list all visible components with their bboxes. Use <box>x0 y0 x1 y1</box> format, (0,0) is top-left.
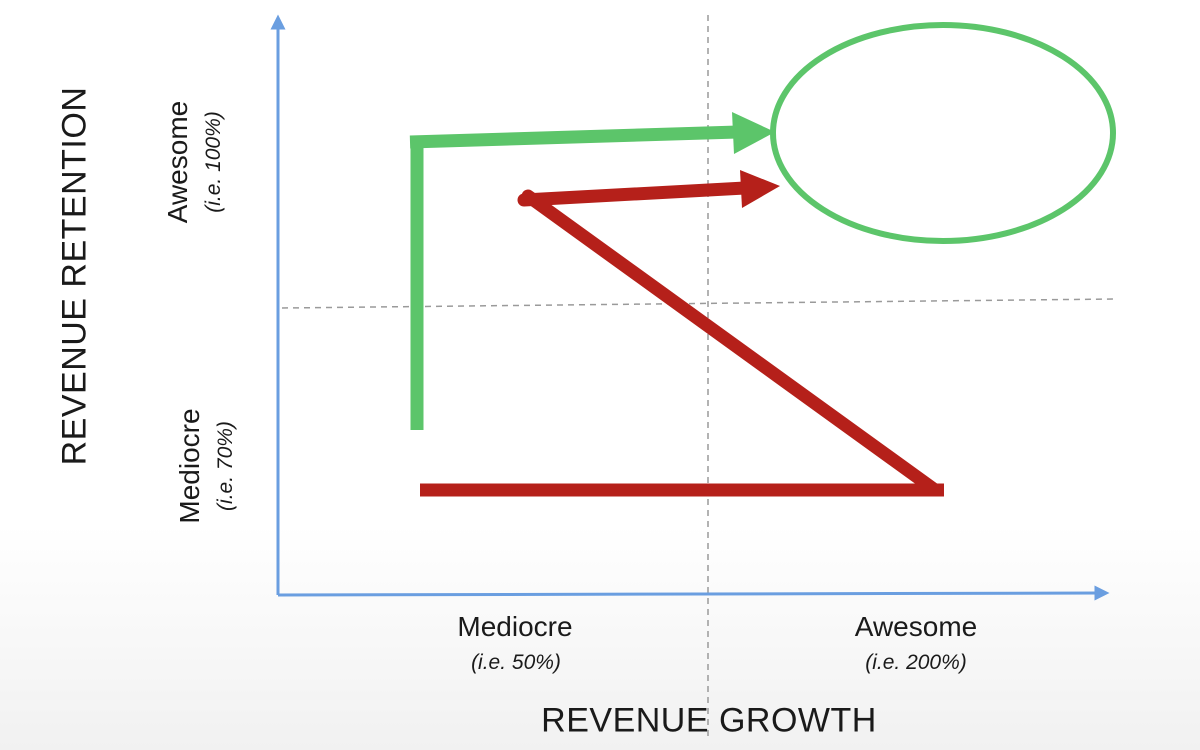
x-tick-mediocre-label: Mediocre <box>457 611 573 642</box>
green-arrowhead <box>732 112 775 154</box>
y-tick-awesome-label: Awesome <box>162 100 193 224</box>
x-tick-awesome-sub: (i.e. 200%) <box>865 651 967 674</box>
green-path-horizontal <box>409 125 739 149</box>
red-path-top <box>517 181 752 207</box>
target-ellipse <box>770 22 1116 244</box>
y-tick-awesome-sub: (i.e. 100%) <box>202 111 225 213</box>
horizontal-divider <box>281 298 1116 309</box>
y-axis-title: REVENUE RETENTION <box>55 86 94 466</box>
x-axis-title: REVENUE GROWTH <box>541 701 877 740</box>
y-tick-mediocre-sub: (i.e. 70%) <box>214 421 237 511</box>
x-axis <box>277 585 1110 601</box>
y-tick-mediocre-label: Mediocre <box>174 408 205 524</box>
x-tick-awesome-label: Awesome <box>854 611 978 642</box>
red-path-diagonal <box>521 189 942 497</box>
red-arrowhead <box>740 170 780 208</box>
x-tick-mediocre-sub: (i.e. 50%) <box>471 651 561 674</box>
